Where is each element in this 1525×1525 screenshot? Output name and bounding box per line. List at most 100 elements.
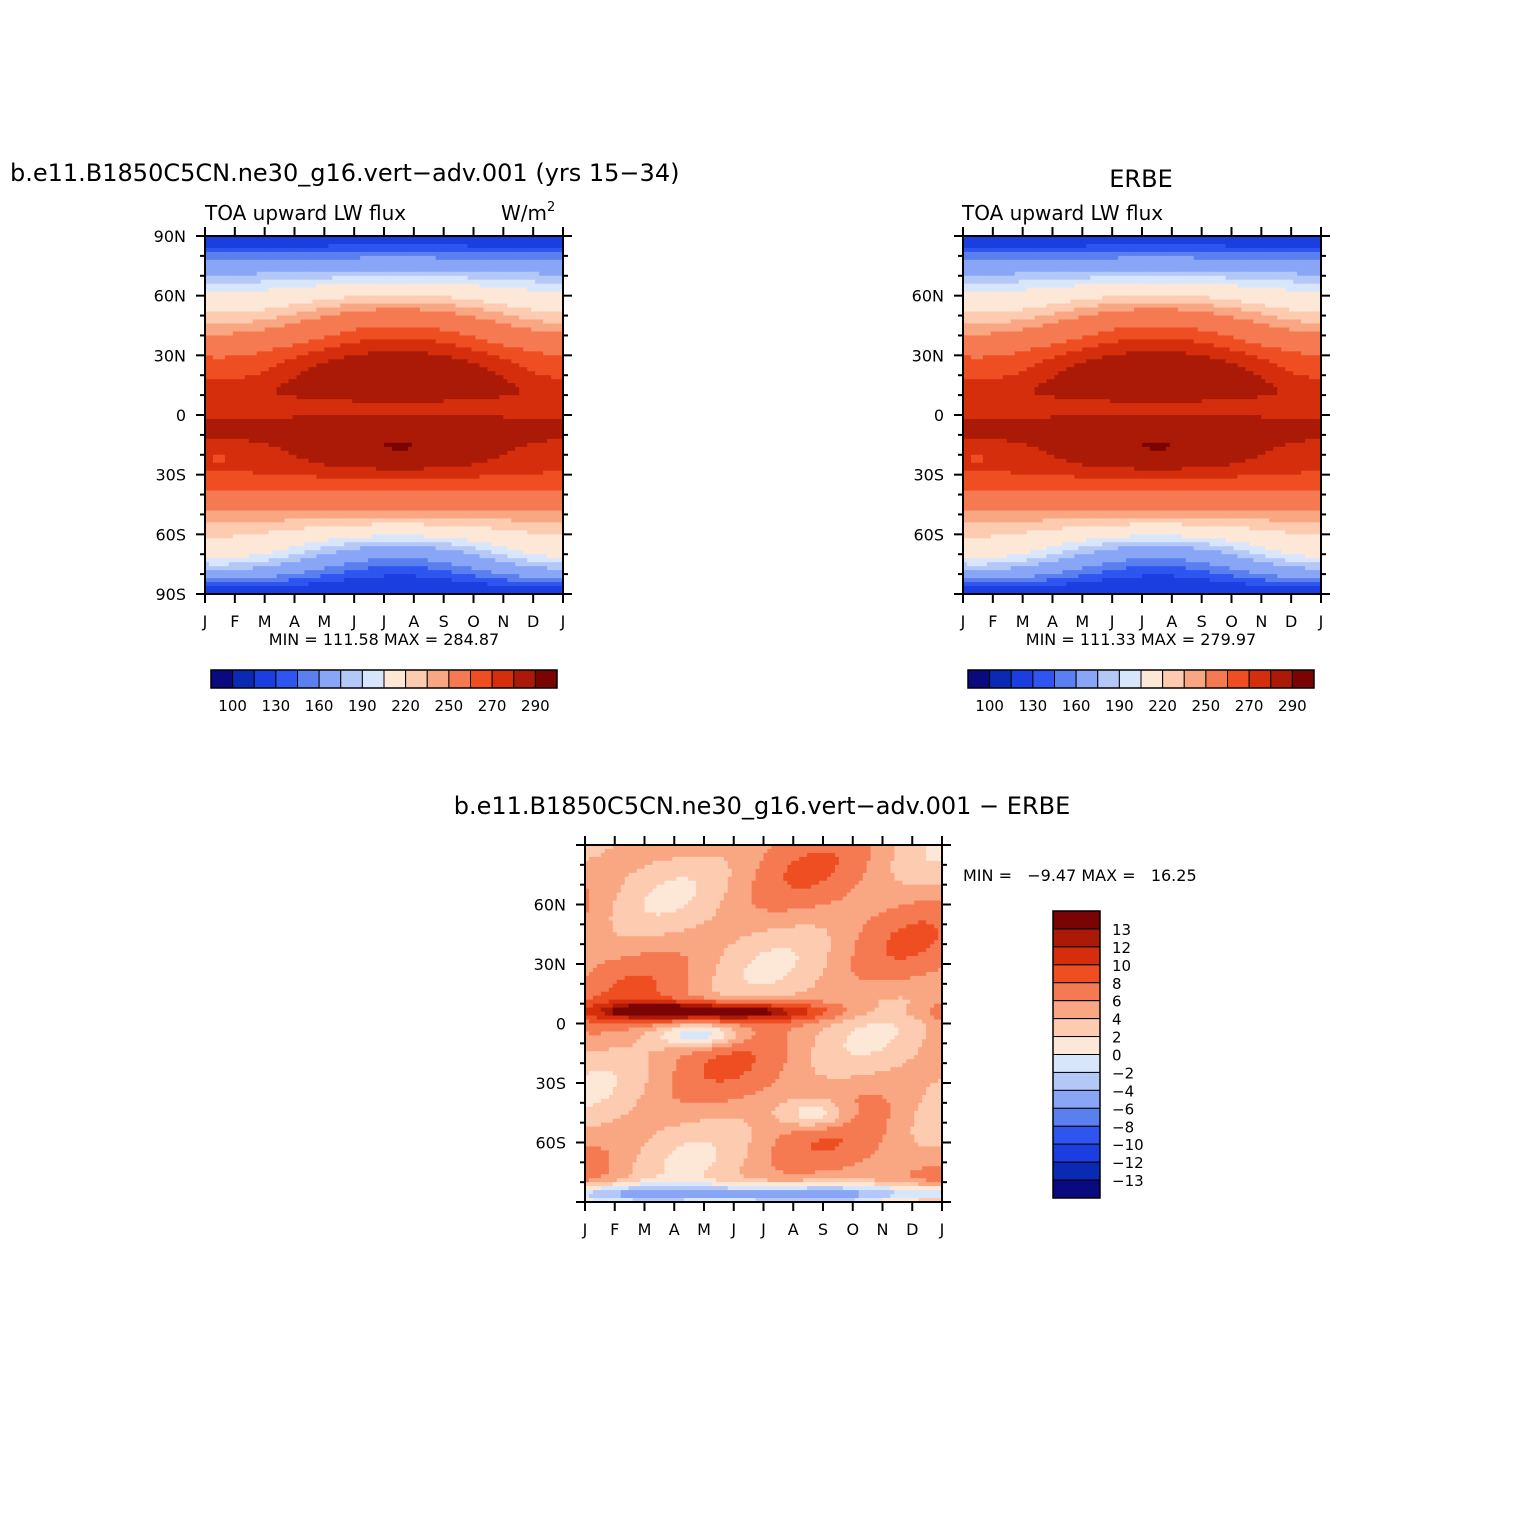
model-field-cell (459, 255, 465, 261)
model-field-cell (284, 271, 290, 277)
model-field-cell (208, 259, 214, 265)
model-field-cell (395, 391, 401, 396)
model-field-cell (236, 411, 242, 416)
model-field-cell (344, 243, 349, 249)
model-field-cell (455, 247, 461, 253)
model-field-cell (475, 271, 481, 277)
model-field-cell (451, 383, 457, 388)
model-field-cell (459, 311, 465, 317)
model-field-cell (455, 295, 461, 301)
model-field-cell (296, 319, 302, 325)
model-field-cell (459, 355, 465, 360)
model-field-cell (499, 251, 504, 257)
model-field-cell (260, 335, 266, 341)
model-field-cell (220, 450, 226, 456)
model-field-cell (511, 295, 516, 301)
model-field-cell (348, 271, 353, 277)
model-field-cell (228, 426, 234, 432)
model-field-cell (252, 311, 258, 317)
model-field-cell (443, 267, 449, 273)
model-field-cell (443, 426, 449, 432)
model-field-cell (296, 287, 302, 293)
model-field-cell (527, 430, 532, 436)
model-field-cell (527, 279, 532, 285)
model-field-cell (559, 359, 563, 364)
model-field-cell (439, 319, 445, 325)
model-field-cell (244, 395, 250, 400)
model-field-cell (387, 251, 393, 257)
model-field-cell (507, 343, 512, 348)
model-field-cell (511, 355, 516, 360)
model-field-cell (324, 399, 329, 404)
model-field-cell (535, 339, 540, 344)
model-field-cell (407, 375, 413, 380)
model-field-cell (232, 299, 238, 305)
model-field-cell (479, 311, 485, 317)
model-field-cell (380, 283, 385, 289)
model-field-cell (244, 251, 250, 257)
model-field-cell (276, 347, 282, 352)
model-field-cell (483, 363, 489, 368)
model-field-cell (328, 379, 333, 384)
model-field-cell (360, 295, 365, 301)
model-field-cell (248, 259, 254, 265)
model-field-cell (539, 347, 544, 352)
model-field-cell (427, 434, 433, 440)
model-field-cell (228, 247, 234, 253)
model-field-cell (503, 267, 508, 273)
model-field-cell (236, 415, 242, 420)
model-field-cell (443, 259, 449, 265)
model-field-cell (332, 391, 337, 396)
model-field-cell (531, 426, 536, 432)
model-field-cell (348, 407, 353, 412)
model-field-cell (256, 259, 262, 265)
model-field-cell (483, 307, 489, 313)
model-field-cell (284, 311, 290, 317)
model-field-cell (431, 403, 437, 408)
model-field-cell (332, 430, 337, 436)
model-field-cell (380, 395, 385, 400)
model-field-cell (439, 303, 445, 309)
model-field-cell (399, 426, 405, 432)
model-field-cell (236, 403, 242, 408)
model-field-cell (332, 442, 337, 448)
model-field-cell (399, 375, 405, 380)
model-field-cell (304, 236, 310, 241)
model-field-cell (539, 359, 544, 364)
model-field-cell (205, 399, 210, 404)
model-field-cell (523, 391, 528, 396)
model-field-cell (256, 315, 262, 321)
model-field-cell (407, 383, 413, 388)
model-field-cell (495, 438, 500, 444)
model-field-cell (205, 391, 210, 396)
model-field-cell (547, 343, 552, 348)
model-field-cell (419, 279, 425, 285)
model-field-cell (475, 323, 481, 329)
model-field-cell (364, 259, 369, 265)
model-field-cell (328, 251, 333, 257)
model-field-cell (455, 383, 461, 388)
model-field-cell (515, 391, 520, 396)
model-field-cell (328, 347, 333, 352)
model-field-cell (372, 247, 377, 253)
model-field-cell (260, 403, 266, 408)
model-field-cell (491, 430, 496, 436)
model-field-cell (284, 383, 290, 388)
model-field-cell (260, 411, 266, 416)
model-field-cell (515, 438, 520, 444)
model-field-cell (387, 407, 393, 412)
model-field-cell (212, 426, 218, 432)
model-field-cell (511, 247, 516, 253)
model-field-cell (260, 303, 266, 309)
model-field-cell (391, 291, 397, 297)
model-field-cell (403, 383, 409, 388)
model-field-cell (391, 371, 397, 376)
model-field-cell (220, 411, 226, 416)
model-field-cell (212, 430, 218, 436)
model-field-cell (364, 283, 369, 289)
model-field-cell (320, 454, 325, 460)
model-field-cell (288, 418, 294, 424)
model-field-cell (551, 315, 556, 321)
model-field-cell (284, 315, 290, 321)
model-field-cell (312, 311, 317, 317)
